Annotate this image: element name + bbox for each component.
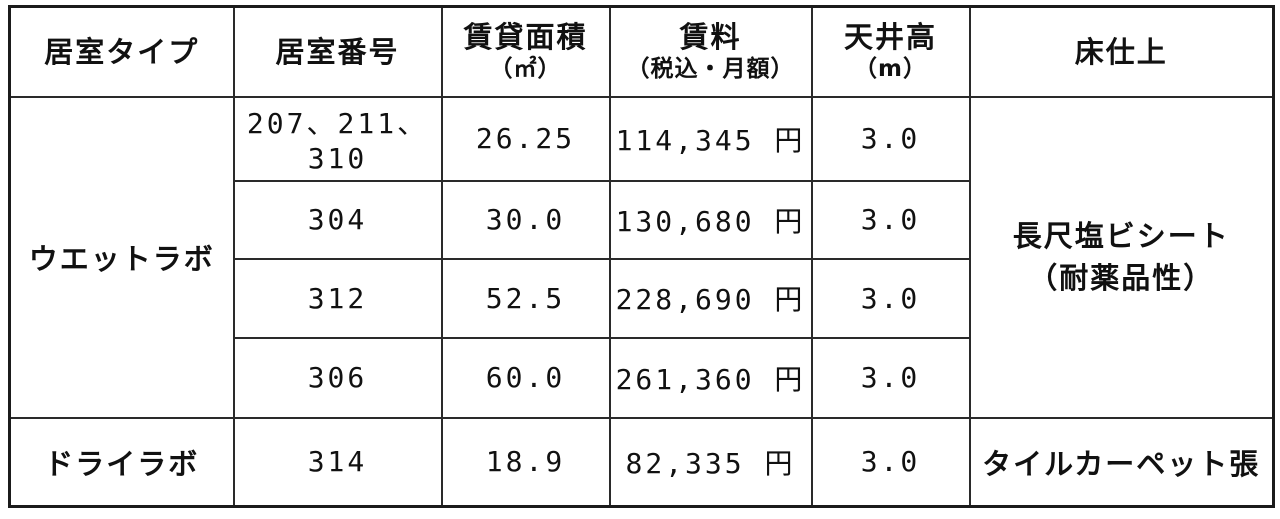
table-row: ドライラボ 314 18.9 82,335 円 3.0 タイルカーペット張 [8,416,1275,508]
col-header-room-type: 居室タイプ [8,5,235,98]
cell-area: 52.5 [440,257,611,339]
cell-ceiling-height: 3.0 [810,257,971,339]
table-row: 304 30.0 130,680 円 3.0 [10,179,1274,260]
col-header-rent: 賃料 （税込・月額） [608,5,813,98]
col-header-area-label: 賃貸面積 [463,19,588,54]
cell-area: 18.9 [440,416,611,508]
cell-floor-finish-dry-lab: タイルカーペット張 [968,416,1275,508]
col-header-room-number-label: 居室番号 [275,34,400,69]
cell-room-numbers: 314 [232,416,443,508]
col-header-rent-note: （税込・月額） [626,55,795,82]
cell-room-numbers: 312 [232,257,443,339]
floor-finish-line-2: （耐薬品性） [1028,261,1215,295]
col-header-area-unit: （㎡） [489,55,562,82]
table-row: 312 52.5 228,690 円 3.0 [10,257,1274,339]
cell-floor-finish-wet-lab: 長尺塩ビシート （耐薬品性） [968,95,1275,419]
cell-ceiling-height: 3.0 [810,179,971,260]
cell-rent: 82,335 円 [608,416,813,508]
cell-room-numbers: 306 [232,336,443,419]
col-header-rent-label: 賃料 [679,19,742,54]
cell-area: 26.25 [440,95,611,182]
cell-rent: 261,360 円 [608,336,813,419]
col-header-ceiling-unit: （m） [854,55,927,82]
cell-ceiling-height: 3.0 [810,336,971,419]
table-row: 306 60.0 261,360 円 3.0 [10,336,1274,419]
cell-rent: 130,680 円 [608,179,813,260]
cell-ceiling-height: 3.0 [810,416,971,508]
cell-ceiling-height: 3.0 [810,95,971,182]
col-header-floor-finish: 床仕上 [968,5,1275,98]
col-header-ceiling-label: 天井高 [843,19,937,54]
table-row: ウエットラボ 207、211、310 26.25 114,345 円 3.0 長… [8,95,1275,419]
lab-rent-table: 居室タイプ 居室番号 賃貸面積 （㎡） 賃料 （税込・月額） 天井高 （m） [8,5,1275,508]
floor-finish-line-1: 長尺塩ビシート [1012,218,1230,253]
cell-area: 30.0 [440,179,611,260]
cell-rent: 114,345 円 [608,95,813,182]
cell-rent: 228,690 円 [608,257,813,339]
cell-area: 60.0 [440,336,611,419]
cell-room-type-wet-lab: ウエットラボ [8,95,235,419]
table-header-row: 居室タイプ 居室番号 賃貸面積 （㎡） 賃料 （税込・月額） 天井高 （m） [8,5,1275,98]
cell-room-type-dry-lab: ドライラボ [8,416,235,508]
col-header-area: 賃貸面積 （㎡） [440,5,611,98]
col-header-ceiling: 天井高 （m） [810,5,971,98]
cell-room-numbers: 304 [232,179,443,260]
col-header-room-type-label: 居室タイプ [44,34,200,69]
col-header-floor-finish-label: 床仕上 [1074,34,1168,69]
cell-room-numbers: 207、211、310 [232,95,443,182]
col-header-room-number: 居室番号 [232,5,443,98]
